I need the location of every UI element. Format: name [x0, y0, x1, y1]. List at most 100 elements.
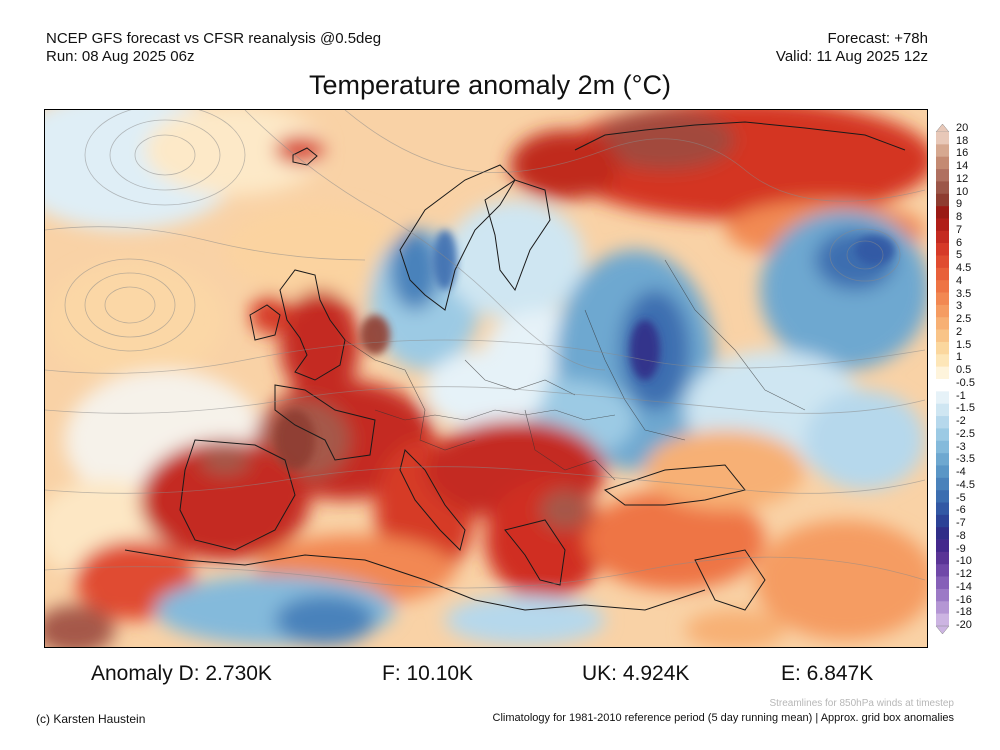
colorbar-label: -4.5: [956, 478, 975, 491]
colorbar-swatch: [936, 280, 949, 293]
colorbar-label: 20: [956, 122, 969, 134]
colorbar-label: 1.5: [956, 338, 972, 351]
colorbar-label: -2.5: [956, 427, 975, 440]
colorbar-label: -5: [956, 491, 966, 504]
colorbar-label: 4.5: [956, 262, 972, 275]
colorbar-label: 8: [956, 211, 963, 224]
header-left: NCEP GFS forecast vs CFSR reanalysis @0.…: [46, 30, 381, 66]
colorbar-label: -12: [956, 568, 972, 581]
borders: [344, 259, 806, 481]
colorbar-label: -2: [956, 415, 966, 428]
colorbar-swatch: [936, 564, 949, 577]
colorbar-label: 5: [956, 249, 963, 262]
colorbar-label: -16: [956, 593, 972, 606]
colorbar-label: -3: [956, 440, 966, 453]
colorbar-swatch: [936, 477, 949, 491]
colorbar-label: -1.5: [956, 402, 975, 415]
colorbar-swatch: [936, 267, 949, 281]
colorbar-label: 4: [956, 274, 963, 287]
colorbar-label: 12: [956, 172, 969, 185]
colorbar-swatch: [936, 304, 949, 318]
colorbar-swatch: [936, 156, 949, 170]
colorbar-label: -6: [956, 504, 966, 517]
colorbar: [935, 124, 950, 634]
colorbar-swatch: [936, 255, 949, 269]
anomaly-detail: [275, 230, 895, 470]
colorbar-swatch: [936, 317, 949, 330]
colorbar-swatch: [936, 341, 949, 355]
anomaly-map: [44, 109, 928, 648]
anomaly-field: [45, 110, 927, 647]
colorbar-swatch: [936, 416, 949, 429]
colorbar-swatch: [936, 453, 949, 466]
colorbar-swatch: [936, 539, 949, 553]
colorbar-label: 3.5: [956, 287, 972, 300]
stat-spain: E: 6.847K: [781, 662, 874, 685]
colorbar-swatch: [936, 440, 949, 454]
regional-anomalies: Anomaly D: 2.730K F: 10.10K UK: 4.924K E…: [0, 662, 1000, 692]
coastlines: [124, 121, 906, 611]
map-title: Temperature anomaly 2m (°C): [309, 70, 671, 100]
colorbar-label: 10: [956, 185, 969, 198]
colorbar-label: -1: [956, 389, 966, 402]
colorbar-label: -7: [956, 517, 966, 530]
colorbar-swatch: [936, 144, 949, 157]
colorbar-swatch: [936, 551, 949, 565]
colorbar-swatch: [936, 502, 949, 516]
colorbar-label: 7: [956, 223, 963, 236]
colorbar-swatch: [936, 354, 949, 367]
colorbar-swatch: [936, 181, 949, 195]
colorbar-label: -10: [956, 555, 972, 568]
colorbar-swatch: [936, 403, 949, 417]
colorbar-swatch: [936, 292, 949, 306]
valid-time: Valid: 11 Aug 2025 12z: [775, 48, 928, 65]
colorbar-label: 6: [956, 236, 963, 249]
header-right: Forecast: +78h Valid: 11 Aug 2025 12z: [776, 30, 928, 66]
colorbar-label: 2: [956, 325, 963, 338]
colorbar-label: 3: [956, 300, 963, 313]
colorbar-bottom-arrow: [935, 625, 950, 634]
copyright: (c) Karsten Haustein: [36, 712, 146, 726]
colorbar-swatch: [936, 514, 949, 528]
colorbar-label: 1: [956, 351, 963, 364]
stat-uk: UK: 4.924K: [582, 662, 690, 685]
colorbar-label: -14: [956, 580, 972, 593]
colorbar-swatch: [936, 490, 949, 503]
colorbar-label: 9: [956, 198, 963, 211]
colorbar-swatch: [936, 132, 949, 145]
colorbar-label: 14: [956, 160, 969, 173]
colorbar-swatch: [936, 379, 949, 392]
colorbar-swatch: [936, 588, 949, 602]
colorbar-label: -18: [956, 606, 972, 619]
colorbar-label: 2.5: [956, 313, 972, 326]
colorbar-label: -20: [956, 619, 972, 631]
stat-germany: Anomaly D: 2.730K: [91, 662, 272, 685]
colorbar-labels: 20 18 16 14 12 10 9 8 7 6 5 4.5 4 3.5 3 2.5 2 1.5 1 0.5 -0.5…: [956, 123, 1000, 631]
colorbar-label: -0.5: [956, 376, 975, 389]
colorbar-swatch: [936, 527, 949, 540]
colorbar-swatch: [936, 218, 949, 232]
colorbar-swatch: [936, 428, 949, 442]
model-description: NCEP GFS forecast vs CFSR reanalysis @0.…: [46, 30, 382, 47]
colorbar-label: -9: [956, 542, 966, 555]
streamlines-note: Streamlines for 850hPa winds at timestep: [769, 698, 954, 709]
colorbar-label: 18: [956, 134, 969, 147]
stat-france: F: 10.10K: [382, 662, 474, 685]
climatology-note: Climatology for 1981-2010 reference peri…: [492, 712, 954, 724]
colorbar-swatch: [936, 576, 949, 590]
colorbar-label: 16: [956, 147, 969, 160]
colorbar-swatch: [936, 193, 949, 207]
colorbar-swatch: [936, 243, 949, 256]
colorbar-label: 0.5: [956, 364, 972, 377]
colorbar-swatch: [936, 613, 949, 627]
colorbar-swatch: [936, 230, 949, 244]
colorbar-swatch: [936, 601, 949, 614]
colorbar-swatch: [936, 169, 949, 182]
run-time: Run: 08 Aug 2025 06z: [46, 48, 195, 65]
colorbar-swatch: [936, 329, 949, 343]
colorbar-label: -8: [956, 529, 966, 542]
streamlines: [45, 110, 926, 589]
colorbar-swatch: [936, 206, 949, 219]
colorbar-swatch: [936, 366, 949, 380]
colorbar-swatch: [936, 391, 949, 404]
